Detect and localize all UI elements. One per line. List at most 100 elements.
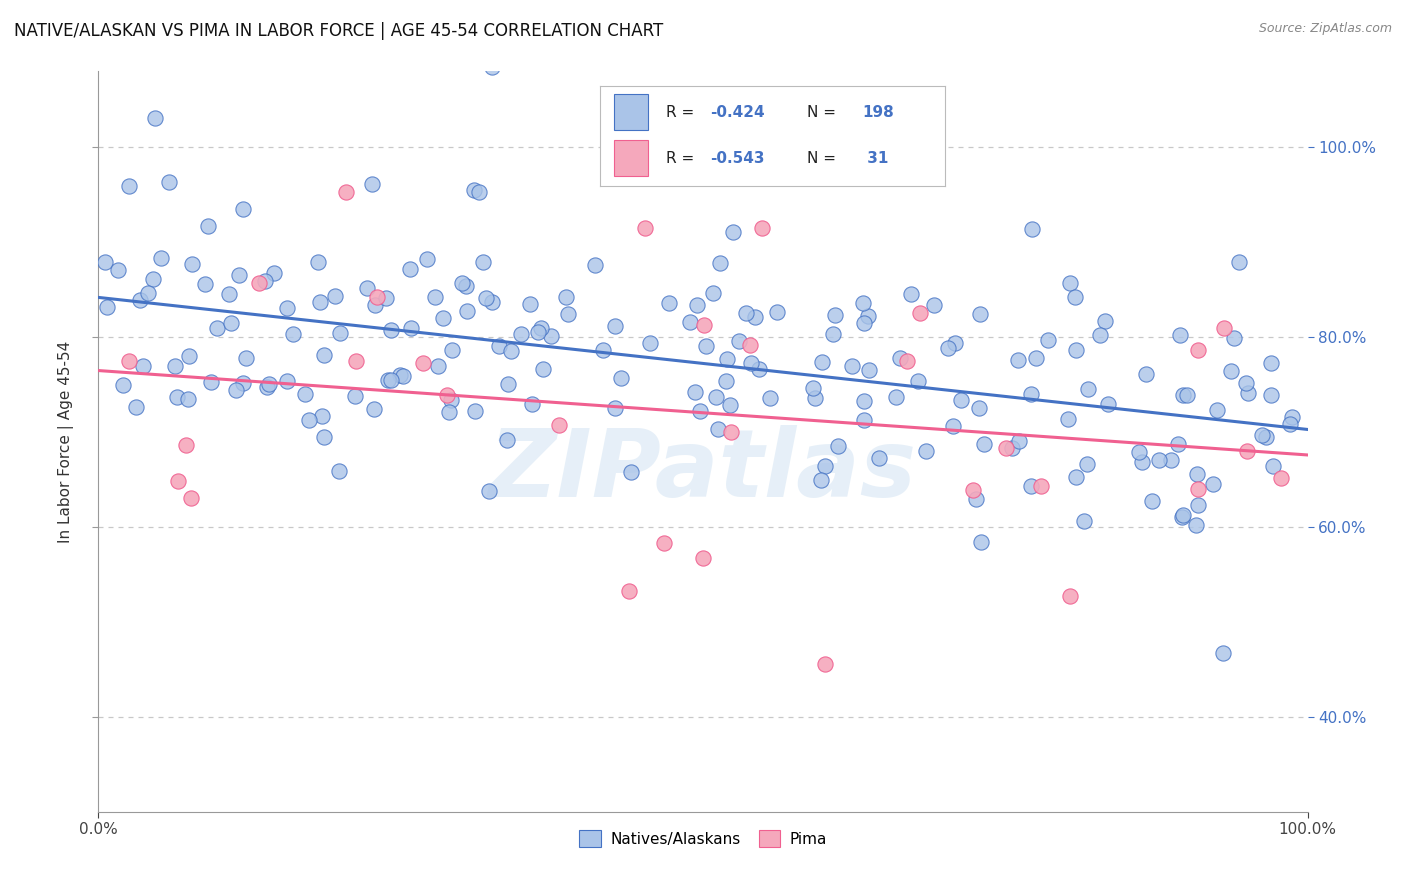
Point (1260, 356, 1282, 370)
Point (1007, 353, 1029, 368)
Point (94, 255, 117, 269)
Point (451, 277, 474, 291)
Point (1094, 313, 1116, 327)
Point (294, 386, 316, 401)
Point (456, 304, 478, 318)
Point (118, 178, 141, 193)
Point (495, 433, 517, 447)
Point (149, 251, 172, 265)
Point (388, 368, 411, 383)
Point (617, 584, 640, 599)
Point (125, 401, 148, 415)
Point (363, 402, 385, 417)
Point (685, 384, 707, 399)
Point (686, 298, 709, 312)
Point (166, 390, 188, 404)
Point (488, 338, 510, 352)
Point (1036, 333, 1059, 347)
Point (821, 327, 844, 342)
Point (427, 359, 450, 374)
Point (509, 326, 531, 341)
Point (652, 536, 675, 550)
Point (1202, 476, 1225, 491)
Point (858, 363, 880, 377)
Point (312, 430, 335, 444)
Point (440, 343, 463, 358)
Point (1281, 409, 1303, 424)
Point (1128, 445, 1150, 459)
Point (361, 178, 384, 192)
Point (1205, 403, 1227, 417)
Point (827, 438, 849, 452)
Point (692, 551, 714, 566)
Point (943, 336, 966, 351)
Point (1064, 470, 1087, 484)
Point (312, 348, 335, 362)
Point (437, 405, 460, 419)
Point (962, 483, 984, 498)
Point (856, 309, 879, 323)
Point (886, 390, 908, 404)
Point (481, 60, 503, 74)
Point (1175, 388, 1198, 402)
Y-axis label: In Labor Force | Age 45-54: In Labor Force | Age 45-54 (58, 341, 75, 542)
Point (311, 409, 333, 423)
Point (766, 304, 789, 318)
Point (603, 318, 626, 333)
Point (853, 316, 876, 330)
Point (907, 374, 929, 388)
Point (180, 491, 202, 506)
Point (938, 341, 960, 355)
Point (366, 290, 388, 304)
Point (235, 351, 257, 365)
Point (298, 413, 321, 427)
Point (824, 308, 846, 322)
Point (1236, 443, 1258, 458)
Point (136, 285, 159, 300)
Point (853, 394, 876, 409)
Point (380, 323, 402, 337)
Point (335, 186, 357, 200)
Point (374, 292, 396, 306)
Point (1135, 368, 1157, 382)
Point (1234, 376, 1257, 391)
Point (157, 175, 180, 189)
Point (1008, 434, 1031, 448)
Point (464, 404, 486, 418)
Point (253, 274, 276, 288)
Point (329, 326, 352, 341)
Point (1220, 364, 1243, 378)
Point (638, 335, 661, 350)
Point (583, 258, 606, 272)
Point (1059, 590, 1081, 604)
Point (994, 441, 1017, 455)
Point (1251, 428, 1274, 442)
Point (1187, 498, 1209, 512)
Point (689, 403, 711, 417)
Point (548, 417, 571, 432)
Point (463, 183, 485, 197)
Point (969, 534, 991, 549)
Point (555, 290, 578, 304)
Point (364, 298, 387, 312)
Point (634, 220, 657, 235)
Point (432, 310, 454, 325)
Point (142, 272, 165, 286)
Point (471, 255, 494, 269)
Point (117, 353, 139, 368)
Point (1260, 387, 1282, 401)
Point (218, 287, 240, 301)
Point (1173, 388, 1195, 402)
Point (180, 257, 202, 271)
Point (1025, 351, 1047, 365)
Point (475, 291, 498, 305)
Point (498, 377, 520, 392)
Point (1021, 222, 1043, 236)
Point (177, 392, 200, 406)
Point (1063, 290, 1085, 304)
Point (748, 362, 770, 376)
Point (620, 465, 643, 479)
Point (1227, 255, 1250, 269)
Point (1223, 331, 1246, 345)
Point (328, 463, 350, 477)
